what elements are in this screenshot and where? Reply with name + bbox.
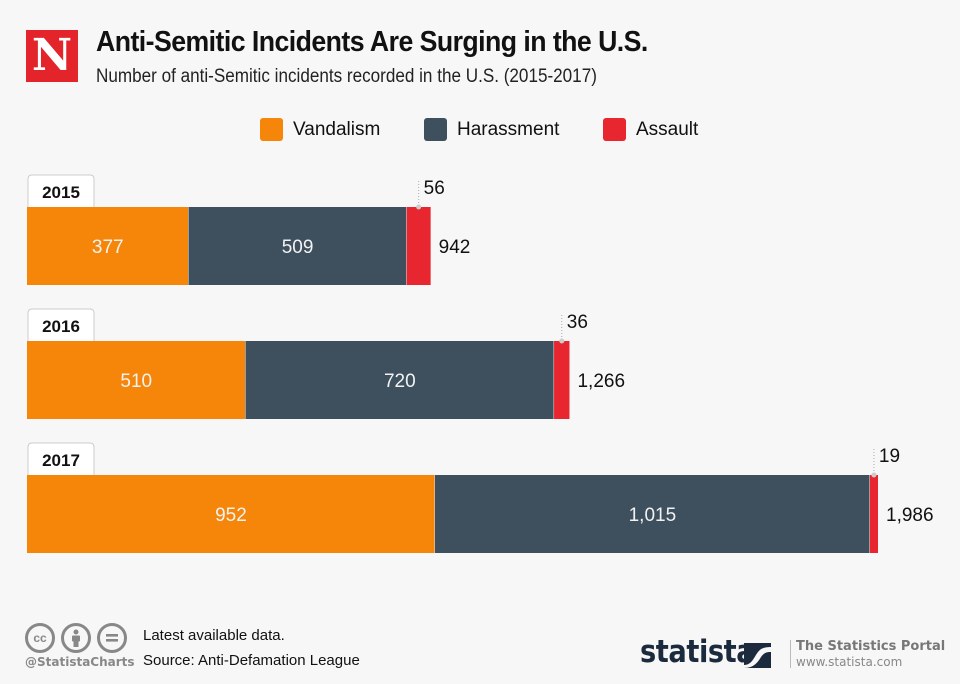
no-derivatives-icon [97,623,127,653]
bar-segment-assault [406,207,431,285]
segment-value-label: 509 [282,237,314,258]
source-note: Source: Anti-Defamation League [143,652,360,669]
segment-value-label: 1,015 [629,505,677,526]
footer-divider [790,640,791,668]
legend-label: Harassment [457,118,560,140]
legend-swatch-assault [603,118,626,141]
total-value-label: 942 [439,237,471,258]
bar-segment-assault [554,341,570,419]
assault-value-label: 36 [567,312,588,333]
bar-segment-harassment [434,475,870,553]
newsweek-logo: N [26,30,78,82]
chart-subtitle: Number of anti-Semitic incidents recorde… [96,66,597,87]
bar-segment-harassment [188,207,407,285]
legend-label: Assault [636,118,699,140]
statista-wordmark: statista [640,634,755,670]
segment-value-label: 720 [384,371,416,392]
year-label: 2015 [42,183,80,202]
year-label: 2016 [42,317,80,336]
total-value-label: 1,986 [886,505,934,526]
annotation-dot [416,204,422,210]
attribution-icon [61,623,91,653]
cc-icon: cc [25,623,55,653]
year-label: 2017 [42,451,80,470]
assault-value-label: 19 [879,446,900,467]
chart-title: Anti-Semitic Incidents Are Surging in th… [96,26,648,58]
legend: Vandalism Harassment Assault [0,118,960,142]
bar-segment-vandalism [27,341,246,419]
segment-value-label: 510 [120,371,152,392]
assault-value-label: 56 [424,178,445,199]
bar-segment-vandalism [27,207,189,285]
statista-url: www.statista.com [796,655,903,669]
total-value-label: 1,266 [577,371,625,392]
segment-value-label: 377 [92,237,124,258]
stacked-bar-chart: 2015 377 509 56 942 2016 510 720 36 1,266 2017 952 1… [27,174,934,553]
statista-handle: @StatistaCharts [25,655,135,669]
bar-segment-vandalism [27,475,435,553]
bar-segment-harassment [245,341,555,419]
legend-item-harassment: Harassment [424,118,559,141]
legend-item-vandalism: Vandalism [260,118,380,141]
legend-swatch-vandalism [260,118,283,141]
annotation-dot [559,338,565,344]
license-icons: cc [25,623,127,653]
legend-swatch-harassment [424,118,447,141]
legend-label: Vandalism [293,118,381,140]
annotation-dot [871,472,877,478]
legend-item-assault: Assault [603,118,698,141]
year-tab [27,174,95,207]
footnote: Latest available data. [143,627,285,644]
segment-value-label: 952 [215,505,247,526]
year-tab [27,308,95,341]
statista-tagline: The Statistics Portal [796,639,946,654]
statista-logo-icon [744,643,771,668]
bar-segment-assault [869,475,879,553]
year-tab [27,442,95,475]
